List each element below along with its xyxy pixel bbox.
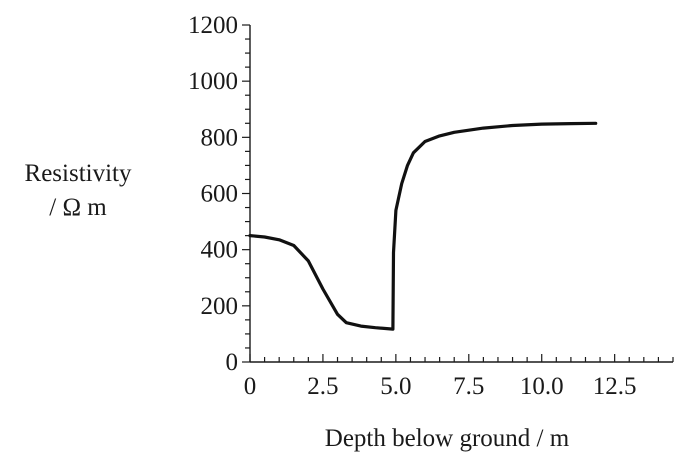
x-tick-label: 5.0 (380, 373, 411, 400)
y-tick-label: 600 (201, 181, 239, 208)
y-axis-ticks: 0 200 400 600 800 1000 1200 (188, 12, 250, 376)
y-axis-title-line1: Resistivity (25, 160, 132, 187)
y-tick-label: 0 (226, 349, 239, 376)
resistivity-series-line (248, 121, 598, 331)
y-tick-label: 400 (201, 237, 239, 264)
series-layer (248, 121, 598, 331)
x-tick-label: 0 (244, 373, 257, 400)
y-tick-label: 1000 (188, 68, 238, 95)
x-axis-title: Depth below ground / m (325, 425, 570, 452)
y-tick-label: 200 (201, 293, 239, 320)
x-axis-ticks: 0 2.5 5.0 7.5 10.0 12.5 (244, 354, 674, 400)
x-tick-label: 10.0 (520, 373, 564, 400)
x-tick-label: 12.5 (593, 373, 637, 400)
y-tick-label: 800 (201, 124, 239, 151)
x-tick-label: 2.5 (307, 373, 338, 400)
y-tick-label: 1200 (188, 12, 238, 39)
x-tick-label: 7.5 (453, 373, 484, 400)
y-axis-title-line2: / Ω m (49, 194, 107, 221)
